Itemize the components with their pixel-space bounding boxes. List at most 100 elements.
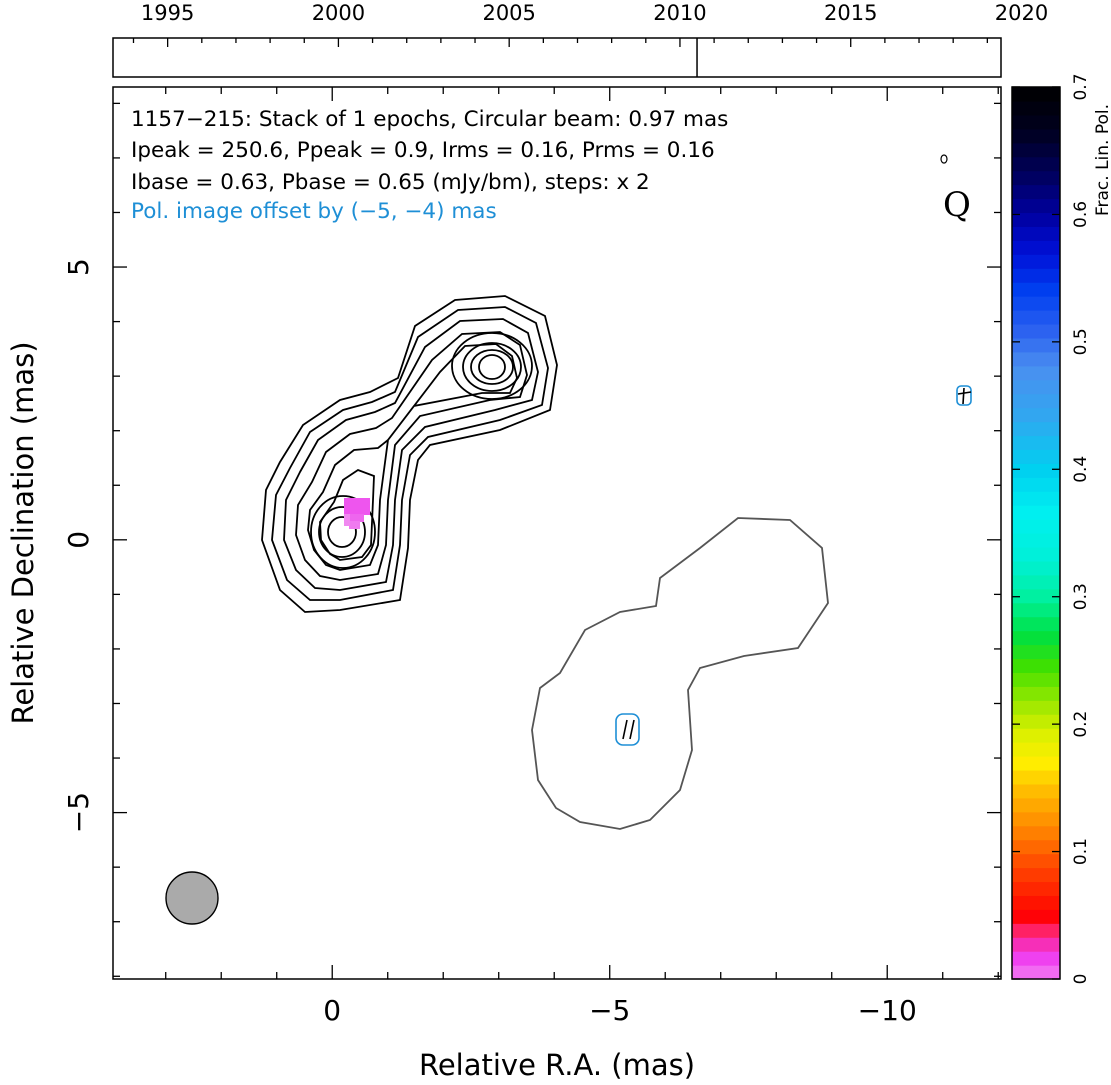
colorbar-band [1012,463,1060,478]
colorbar-band [1012,825,1060,841]
colorbar-band [1012,128,1060,144]
colorbar-band [1012,602,1060,618]
colorbar-band [1012,797,1060,813]
colorbar-tick-label: 0.5 [1071,328,1091,355]
colorbar-tick-label: 0 [1071,974,1091,985]
colorbar-band [1012,728,1060,743]
colorbar-tick-label: 0.1 [1071,838,1091,865]
core-contour-c [327,516,357,548]
year-label: 1995 [141,1,194,25]
colorbar-band [1012,379,1060,395]
colorbar-band [1012,449,1060,464]
pol-vector-box-2 [956,385,972,406]
intensity-contour-3 [283,318,539,591]
colorbar-band [1012,965,1060,980]
jet-contour-d [478,354,506,380]
x-tick-labels: 0 −5 −10 [323,994,916,1027]
colorbar-band [1012,393,1060,409]
colorbar-band [1012,198,1060,214]
plot-frame [112,86,1002,980]
colorbar-band [1012,491,1060,506]
colorbar-band [1012,630,1060,646]
pol-vector-1a [622,719,628,740]
colorbar-band [1012,100,1060,116]
year-label: 2015 [824,1,877,25]
colorbar-band [1012,937,1060,952]
colorbar-band [1012,616,1060,632]
colorbar-band [1012,351,1060,367]
colorbar-band [1012,505,1060,520]
colorbar-band [1012,421,1060,437]
colorbar-band [1012,839,1060,855]
colorbar-band [1012,296,1060,311]
year-labels: 1995 2000 2005 2010 2015 2020 [141,1,1048,25]
core-contour-a [310,495,376,569]
colorbar-band [1012,923,1060,938]
colorbar-band [1012,337,1060,353]
colorbar [1011,86,1061,980]
intensity-contour-6 [319,468,375,561]
colorbar-band [1012,87,1060,102]
colorbar-band [1012,588,1060,604]
colorbar-band [1012,700,1060,715]
jet-contour-c [470,349,514,385]
colorbar-band [1012,114,1060,130]
colorbar-band [1012,811,1060,827]
pol-offset-note: Pol. image offset by (−5, −4) mas [131,199,497,224]
colorbar-tick-label: 0.4 [1071,456,1091,483]
intensity-contour-4 [295,331,528,581]
frac-pol-patch [344,498,370,529]
colorbar-band [1012,254,1060,269]
title-line-1: 1157−215: Stack of 1 epochs, Circular be… [131,107,728,132]
frac-pol-pixel [349,521,360,529]
year-label: 2000 [312,1,365,25]
y-tick-labels: 5 0 −5 [62,258,95,833]
colorbar-tick-label: 0.6 [1071,201,1091,228]
colorbar-band [1012,365,1060,381]
colorbar-title: Frac. Lin. Pol. [1093,104,1111,216]
q-marker-glyph: Q [943,185,971,225]
intensity-contour-1 [261,295,558,613]
colorbar-band [1012,672,1060,687]
colorbar-tick-labels: 0 0.1 0.2 0.3 0.4 0.5 0.6 0.7 [1071,73,1091,984]
pol-vector-2b [962,387,965,405]
y-tick-label: 5 [62,258,95,276]
year-label: 2010 [653,1,706,25]
epoch-timeline [112,37,1002,78]
colorbar-band [1012,574,1060,590]
colorbar-band [1012,533,1060,548]
y-axis-title: Relative Declination (mas) [6,341,40,724]
colorbar-band [1012,756,1060,771]
y-tick-label: −5 [62,792,95,833]
colorbar-band [1012,769,1060,785]
year-label: 2020 [995,1,1048,25]
colorbar-band [1012,282,1060,297]
jet-contour-b [462,342,522,392]
q-marker-ring [940,154,948,164]
core-contour-b [318,506,366,558]
colorbar-band [1012,142,1060,158]
colorbar-band [1012,658,1060,673]
colorbar-band [1012,909,1060,924]
title-line-3: Ibase = 0.63, Pbase = 0.65 (mJy/bm), ste… [131,170,650,195]
colorbar-band [1012,212,1060,227]
y-tick-label: 0 [62,531,95,549]
colorbar-band [1012,310,1060,325]
colorbar-band [1012,156,1060,172]
jet-contour-a [451,332,533,400]
colorbar-band [1012,477,1060,492]
pol-vectors [615,385,972,746]
frac-pol-pixel [344,514,350,526]
colorbar-band [1012,783,1060,799]
colorbar-band [1012,560,1060,576]
timeline-frame [112,37,1002,78]
colorbar-band [1012,435,1060,450]
x-tick-label: −5 [589,994,630,1027]
colorbar-band [1012,226,1060,241]
colorbar-band [1012,895,1060,910]
colorbar-band [1012,644,1060,660]
x-axis-title: Relative R.A. (mas) [419,1048,695,1082]
colorbar-tick-label: 0.3 [1071,583,1091,610]
x-tick-label: 0 [323,994,341,1027]
